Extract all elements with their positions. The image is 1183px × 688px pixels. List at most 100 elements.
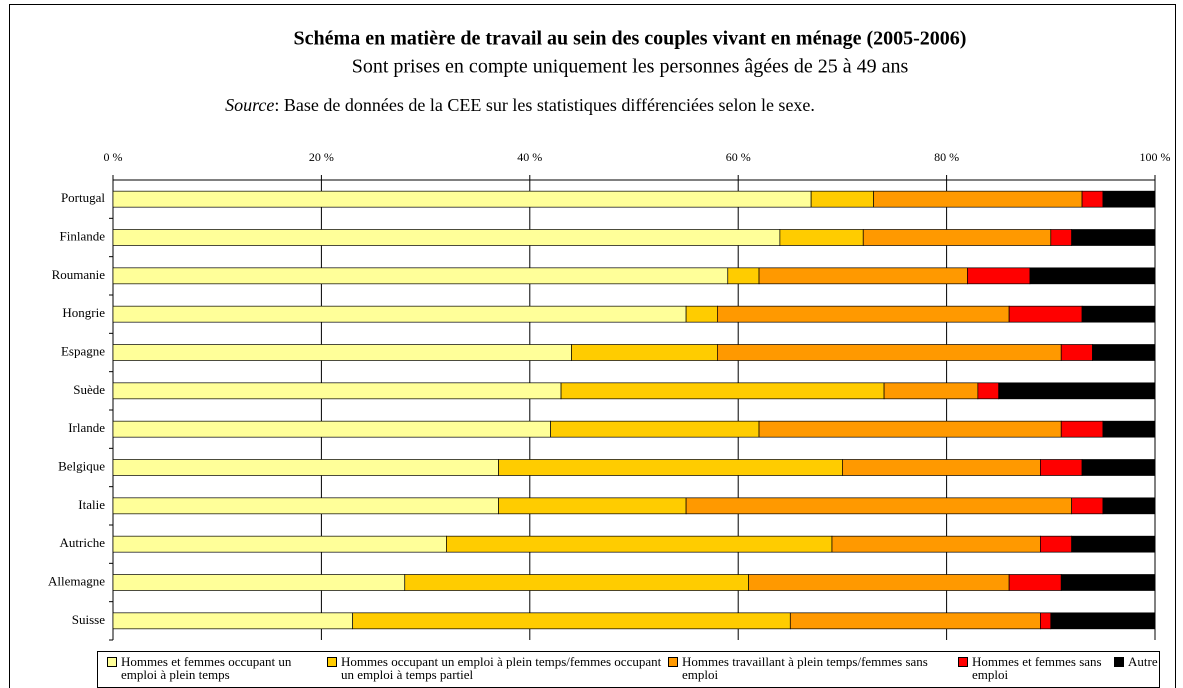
bar-segment <box>1008 305 1083 323</box>
bar-segment <box>352 612 791 630</box>
bar-segment <box>1050 229 1072 246</box>
bar-segment <box>446 535 833 553</box>
bar-segment <box>1060 574 1156 591</box>
legend-label: Hommes occupant un emploi à plein temps/… <box>341 654 662 682</box>
bar-segment <box>748 574 1010 591</box>
bar-segment <box>717 344 1062 361</box>
frame <box>9 4 1176 688</box>
x-tick-label: 20 % <box>309 150 334 164</box>
legend-item: Hommes et femmes sans emploi <box>958 655 1112 681</box>
bar-segment <box>498 459 843 476</box>
bar-segment <box>1040 612 1052 630</box>
bar-segment <box>717 305 1010 323</box>
bar-segment <box>112 382 562 400</box>
y-tick-label: Suisse <box>72 612 105 627</box>
bar-segment <box>112 574 406 591</box>
bar-segment <box>1060 420 1104 438</box>
bar-segment <box>1092 344 1156 361</box>
bar-segment <box>1071 229 1156 246</box>
bar-segment <box>685 305 718 323</box>
bar-segment <box>1102 420 1156 438</box>
legend-swatch <box>107 657 117 667</box>
legend-item: Hommes travaillant à plein temps/femmes … <box>668 655 962 681</box>
bar-segment <box>883 382 979 400</box>
source-text: : Base de données de la CEE sur les stat… <box>274 95 815 115</box>
bar-segment <box>789 612 1041 630</box>
bar-segment <box>862 229 1052 246</box>
bar-segment <box>571 344 718 361</box>
bar-segment <box>1050 612 1156 630</box>
bar-segment <box>550 420 760 438</box>
y-tick-label: Allemagne <box>48 573 105 588</box>
bar-segment <box>1071 497 1104 515</box>
chart-title: Schéma en matière de travail au sein des… <box>294 28 967 50</box>
bar-segment <box>1040 535 1072 553</box>
x-tick-label: 0 % <box>104 150 123 164</box>
bar-segment <box>685 497 1072 515</box>
bar-segment <box>758 420 1062 438</box>
bar-segment <box>112 535 447 553</box>
bar-segment <box>1008 574 1062 591</box>
legend-item: Hommes et femmes occupant un emploi à pl… <box>107 655 321 681</box>
bar-segment <box>404 574 749 591</box>
legend-label: Hommes et femmes sans emploi <box>972 654 1102 682</box>
bar-segment <box>998 382 1156 400</box>
x-tick-label: 40 % <box>517 150 542 164</box>
bar-segment <box>1081 459 1156 476</box>
bar-segment <box>560 382 885 400</box>
y-tick-label: Autriche <box>60 535 106 550</box>
x-tick-label: 80 % <box>934 150 959 164</box>
legend-swatch <box>668 657 678 667</box>
legend-swatch <box>327 657 337 667</box>
chart-subtitle: Sont prises en compte uniquement les per… <box>352 56 909 78</box>
y-tick-label: Portugal <box>61 190 105 205</box>
bar-segment <box>1081 190 1104 208</box>
y-tick-label: Suède <box>73 382 105 397</box>
y-tick-label: Espagne <box>61 343 105 358</box>
bar-segment <box>112 612 354 630</box>
bar-segment <box>112 190 812 208</box>
y-tick-label: Roumanie <box>52 267 106 282</box>
bar-segment <box>1060 344 1093 361</box>
bar-segment <box>112 344 572 361</box>
legend-swatch <box>1114 657 1124 667</box>
bar-segment <box>1081 305 1156 323</box>
legend-label: Hommes travaillant à plein temps/femmes … <box>682 654 928 682</box>
x-tick-label: 60 % <box>726 150 751 164</box>
source-label: Source <box>225 95 274 115</box>
source: Source: Base de données de la CEE sur le… <box>225 95 815 115</box>
legend-label: Hommes et femmes occupant un emploi à pl… <box>121 654 292 682</box>
bar-segment <box>112 459 499 476</box>
bar-segment <box>1102 190 1156 208</box>
y-tick-label: Belgique <box>58 458 105 473</box>
y-tick-label: Hongrie <box>62 305 105 320</box>
y-tick-label: Finlande <box>60 228 106 243</box>
bar-segment <box>810 190 875 208</box>
bar-segment <box>112 267 729 285</box>
bar-segment <box>831 535 1041 553</box>
y-tick-label: Irlande <box>68 420 105 435</box>
legend-label: Autre <box>1128 654 1158 669</box>
bar-segment <box>1102 497 1156 515</box>
bar-segment <box>758 267 968 285</box>
bar-segment <box>1040 459 1083 476</box>
legend: Hommes et femmes occupant un emploi à pl… <box>97 651 1160 688</box>
bar-segment <box>498 497 687 515</box>
legend-item: Autre <box>1114 655 1168 668</box>
bar-segment <box>779 229 864 246</box>
bar-segment <box>1071 535 1156 553</box>
bar-segment <box>112 229 781 246</box>
legend-swatch <box>958 657 968 667</box>
bar-segment <box>842 459 1041 476</box>
bar-segment <box>727 267 760 285</box>
legend-item: Hommes occupant un emploi à plein temps/… <box>327 655 671 681</box>
bar-segment <box>112 420 551 438</box>
x-tick-label: 100 % <box>1140 150 1171 164</box>
bar-segment <box>1029 267 1156 285</box>
bar-segment <box>112 497 499 515</box>
y-tick-label: Italie <box>78 497 105 512</box>
bar-segment <box>112 305 687 323</box>
bar-segment <box>873 190 1083 208</box>
